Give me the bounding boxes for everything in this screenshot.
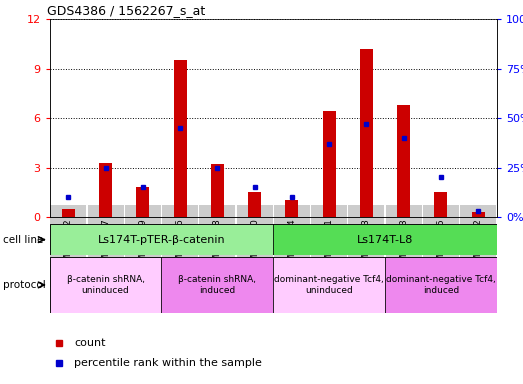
Text: dominant-negative Tcf4,
uninduced: dominant-negative Tcf4, uninduced (274, 275, 384, 295)
Bar (435, 192, 448, 217)
Bar (174, 60, 187, 217)
Bar (211, 164, 224, 217)
Bar (273, 224, 497, 255)
Text: Ls174T-pTER-β-catenin: Ls174T-pTER-β-catenin (98, 235, 225, 245)
Text: GDS4386 / 1562267_s_at: GDS4386 / 1562267_s_at (48, 3, 206, 17)
Text: protocol: protocol (3, 280, 46, 290)
Bar (286, 200, 299, 217)
Bar (248, 192, 261, 217)
Bar (50, 224, 273, 255)
Bar (50, 257, 162, 313)
Bar (360, 49, 373, 217)
Bar (472, 212, 485, 217)
Bar (323, 111, 336, 217)
Bar (62, 209, 75, 217)
Text: Ls174T-L8: Ls174T-L8 (357, 235, 413, 245)
Text: β-catenin shRNA,
induced: β-catenin shRNA, induced (178, 275, 256, 295)
Text: percentile rank within the sample: percentile rank within the sample (74, 358, 262, 368)
Bar (385, 257, 497, 313)
Text: dominant-negative Tcf4,
induced: dominant-negative Tcf4, induced (386, 275, 496, 295)
Bar (397, 105, 410, 217)
Bar (137, 187, 150, 217)
Text: count: count (74, 338, 106, 348)
Text: β-catenin shRNA,
uninduced: β-catenin shRNA, uninduced (66, 275, 144, 295)
Bar (273, 257, 385, 313)
Bar (99, 162, 112, 217)
Text: cell line: cell line (3, 235, 43, 245)
Bar (162, 257, 273, 313)
